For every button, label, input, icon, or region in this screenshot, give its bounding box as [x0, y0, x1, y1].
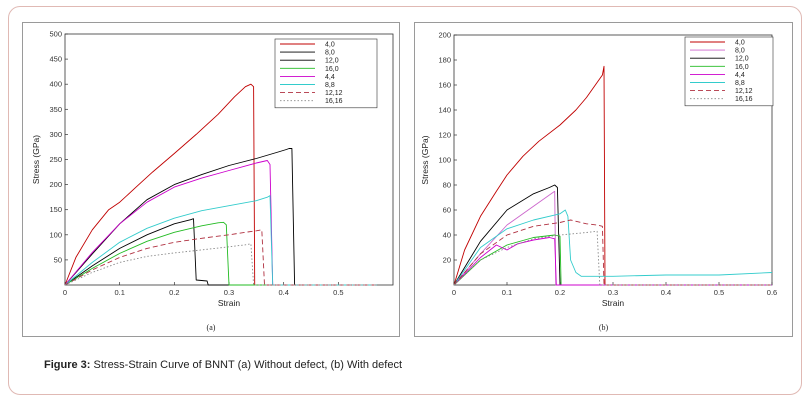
x-tick-label: 0.6: [767, 288, 777, 297]
y-tick-label: 450: [49, 55, 62, 64]
legend-label: 16,16: [325, 98, 343, 105]
y-tick-label: 300: [49, 130, 62, 139]
series-line: [453, 219, 772, 286]
x-axis-label: Strain: [602, 298, 624, 308]
legend-label: 8,0: [735, 48, 745, 55]
y-tick-label: 120: [438, 131, 451, 140]
x-tick-label: 0.5: [333, 288, 343, 297]
y-tick-label: 200: [438, 31, 451, 40]
legend-label: 16,16: [735, 96, 753, 103]
legend-label: 12,12: [735, 88, 753, 95]
y-tick-label: 400: [49, 80, 62, 89]
legend-box: [684, 36, 774, 107]
chart-b: 0 0.1 0.2 0.3 0.4 0.5 0.6 20 40 60 80 100 120 140 160 1…: [420, 31, 777, 309]
x-tick-label: 0.5: [714, 288, 724, 297]
y-tick-label: 200: [49, 180, 62, 189]
panel-b-label: (b): [598, 323, 609, 332]
legend-label: 8,8: [325, 82, 335, 89]
panel-b: 0 0.1 0.2 0.3 0.4 0.5 0.6 20 40 60 80 100 120 140 160 1…: [414, 22, 793, 337]
legend-box: [274, 38, 378, 109]
caption-label: Figure 3:: [44, 359, 91, 371]
y-tick-label: 250: [49, 155, 62, 164]
y-tick-label: 180: [438, 56, 451, 65]
series-line: [453, 237, 772, 286]
series-line: [64, 221, 377, 286]
x-tick-label: 0.2: [169, 288, 179, 297]
x-tick-label: 0.3: [608, 288, 618, 297]
series-line: [64, 218, 377, 286]
y-tick-label: 80: [443, 181, 451, 190]
series-line: [453, 234, 772, 286]
legend-label: 8,8: [735, 80, 745, 87]
series-line: [453, 230, 772, 286]
x-tick-label: 0: [63, 288, 67, 297]
series-line: [64, 243, 377, 286]
legend-label: 16,0: [735, 64, 749, 71]
legend-label: 4,4: [325, 74, 335, 81]
y-tick-label: 50: [54, 255, 62, 264]
y-tick-label: 140: [438, 106, 451, 115]
y-axis-label: Stress (GPa): [31, 135, 41, 184]
y-tick-label: 40: [443, 231, 451, 240]
legend-label: 12,0: [325, 58, 339, 65]
y-tick-label: 350: [49, 105, 62, 114]
legend-label: 8,0: [325, 50, 335, 57]
y-tick-label: 500: [49, 30, 62, 39]
x-tick-label: 0.1: [502, 288, 512, 297]
series-line: [453, 65, 772, 286]
y-tick-label: 100: [438, 156, 451, 165]
caption-text: Stress-Strain Curve of BNNT (a) Without …: [90, 359, 403, 371]
series-line: [64, 160, 377, 286]
y-tick-label: 20: [443, 256, 451, 265]
y-tick-label: 150: [49, 205, 62, 214]
legend-label: 12,0: [735, 56, 749, 63]
series-line: [64, 229, 377, 286]
x-tick-label: 0.2: [555, 288, 565, 297]
y-tick-label: 100: [49, 230, 62, 239]
x-axis-label: Strain: [218, 298, 240, 308]
legend-label: 4,0: [735, 40, 745, 47]
legend-label: 16,0: [325, 66, 339, 73]
x-tick-label: 0.1: [114, 288, 124, 297]
x-tick-label: 0: [452, 288, 456, 297]
legend-label: 4,4: [735, 72, 745, 79]
figure-caption: Figure 3: Stress-Strain Curve of BNNT (a…: [44, 359, 402, 371]
legend-label: 12,12: [325, 90, 343, 97]
x-tick-label: 0.3: [224, 288, 234, 297]
series-line: [64, 195, 377, 286]
y-tick-label: 160: [438, 81, 451, 90]
series-line: [453, 184, 772, 286]
panel-a: 0 0.1 0.2 0.3 0.4 0.5 50 100 150 200 250 300 350 400 4…: [22, 22, 400, 337]
y-axis-label: Stress (GPa): [420, 135, 430, 184]
series-line: [64, 83, 377, 286]
x-tick-label: 0.4: [278, 288, 288, 297]
x-tick-label: 0.4: [661, 288, 671, 297]
y-tick-label: 60: [443, 206, 451, 215]
series-line: [453, 209, 773, 286]
chart-a: 0 0.1 0.2 0.3 0.4 0.5 50 100 150 200 250 300 350 400 4…: [31, 30, 394, 308]
panel-a-label: (a): [206, 323, 216, 332]
legend-label: 4,0: [325, 42, 335, 49]
